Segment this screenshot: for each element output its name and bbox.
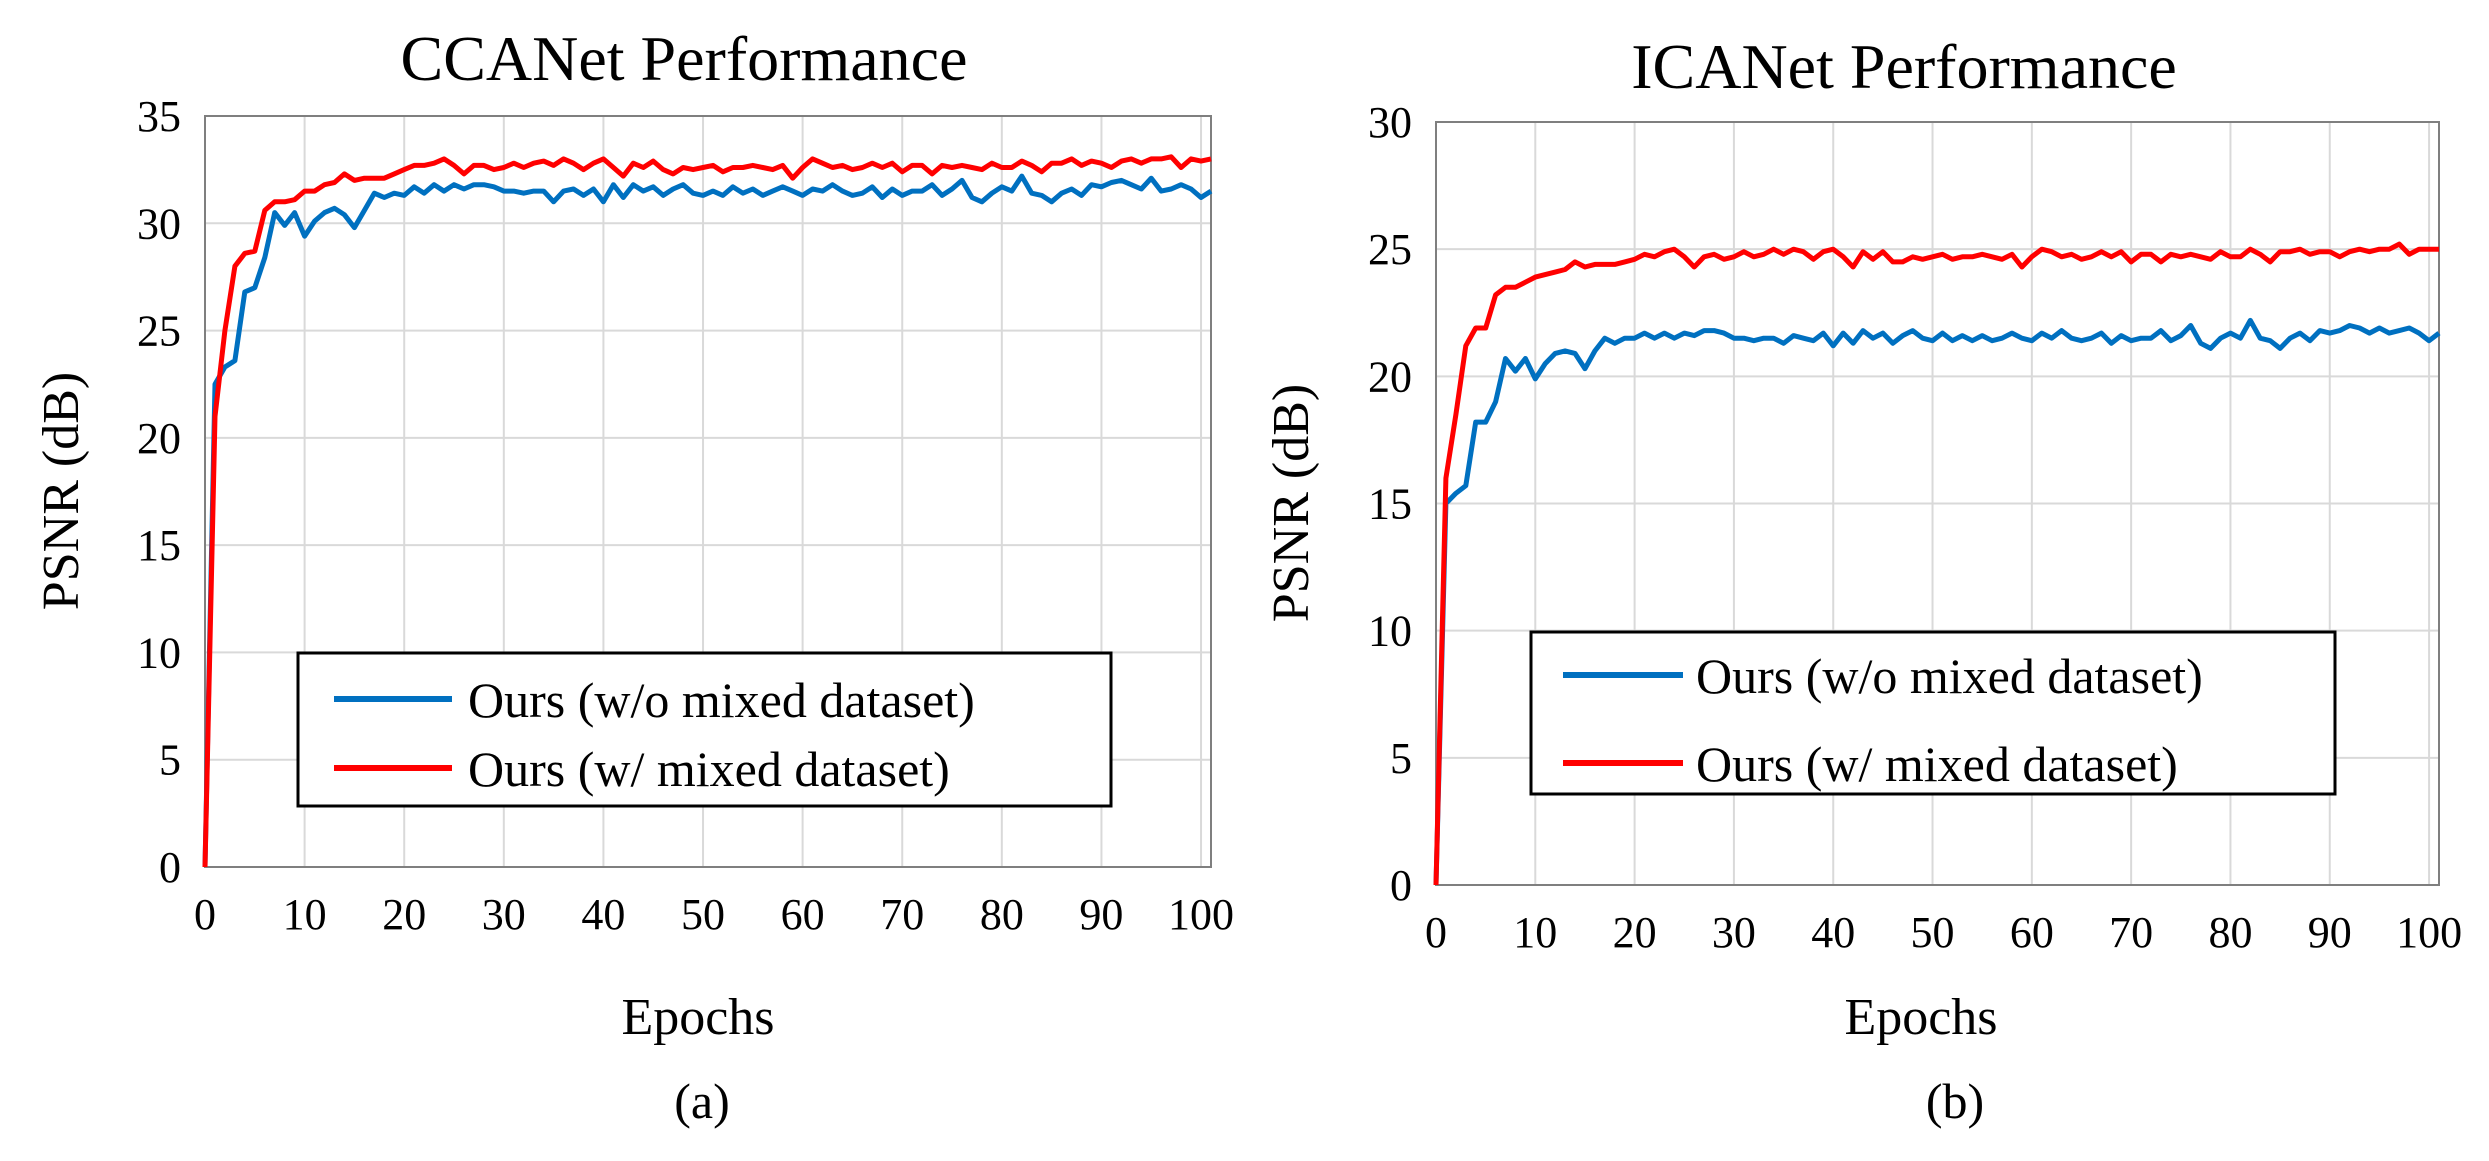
x-tick-label-b: 30: [1712, 908, 1756, 957]
plot-area-b: [1435, 121, 2440, 886]
x-tick-label-b: 20: [1613, 908, 1657, 957]
y-tick-label-a: 25: [137, 307, 181, 356]
x-tick-labels-a: 0 10 20 30 40 50 60 70 80 90 100: [194, 890, 1234, 939]
legend-box-a: [296, 651, 1113, 808]
x-tick-label-b: 40: [1811, 908, 1855, 957]
y-tick-label-a: 15: [137, 521, 181, 570]
legend-a: Ours (w/o mixed dataset) Ours (w/ mixed …: [296, 651, 1113, 808]
x-tick-label-b: 100: [2396, 908, 2462, 957]
y-axis-label-b: PSNR (dB): [1263, 384, 1320, 622]
series-lines-a: [202, 154, 1213, 868]
x-tick-label-a: 30: [482, 890, 526, 939]
y-tick-label-a: 5: [159, 736, 181, 785]
chart-title-a: CCANet Performance: [401, 23, 968, 94]
series-line-b-with-mixed: [1433, 241, 2439, 886]
x-tick-label-a: 100: [1168, 890, 1234, 939]
legend-label-a-with-mixed: Ours (w/ mixed dataset): [468, 741, 950, 797]
x-tick-label-a: 80: [980, 890, 1024, 939]
y-tick-label-a: 35: [137, 92, 181, 141]
x-tick-labels-b: 0 10 20 30 40 50 60 70 80 90 100: [1425, 908, 2462, 957]
x-axis-label-b: Epochs: [1844, 989, 1997, 1046]
y-tick-label-b: 20: [1368, 352, 1412, 401]
chart-panel-a: CCANet Performance 0 5 10 15 20 25 30 35 0 10 20 3…: [33, 23, 1234, 1129]
x-tick-label-b: 60: [2010, 908, 2054, 957]
y-tick-label-b: 0: [1390, 861, 1412, 910]
y-axis-label-a: PSNR (dB): [33, 372, 90, 610]
y-tick-label-b: 5: [1390, 734, 1412, 783]
legend-label-b-without-mixed: Ours (w/o mixed dataset): [1696, 648, 2203, 704]
y-tick-label-a: 0: [159, 843, 181, 892]
y-tick-label-b: 30: [1368, 98, 1412, 147]
series-lines-b: [1433, 241, 2441, 886]
y-tick-label-a: 20: [137, 414, 181, 463]
chart-panel-b: ICANet Performance 0 5 10 15 20 25 30 0 10 20 30 4…: [1263, 31, 2462, 1129]
legend-label-a-without-mixed: Ours (w/o mixed dataset): [468, 672, 975, 728]
x-axis-label-a: Epochs: [621, 989, 774, 1046]
y-tick-labels-a: 0 5 10 15 20 25 30 35: [137, 92, 181, 892]
legend-box-b: [1529, 630, 2337, 796]
y-tick-label-b: 25: [1368, 225, 1412, 274]
y-tick-labels-b: 0 5 10 15 20 25 30: [1368, 98, 1412, 910]
x-tick-label-a: 20: [382, 890, 426, 939]
legend-b: Ours (w/o mixed dataset) Ours (w/ mixed …: [1529, 630, 2337, 796]
x-tick-label-b: 70: [2109, 908, 2153, 957]
legend-label-b-with-mixed: Ours (w/ mixed dataset): [1696, 736, 2178, 792]
chart-title-b: ICANet Performance: [1631, 31, 2177, 102]
y-tick-label-b: 10: [1368, 607, 1412, 656]
x-tick-label-b: 90: [2308, 908, 2352, 957]
x-tick-label-b: 80: [2208, 908, 2252, 957]
series-line-a-without-mixed: [202, 173, 1213, 868]
x-tick-label-a: 40: [581, 890, 625, 939]
x-tick-label-a: 10: [283, 890, 327, 939]
series-line-b-without-mixed: [1433, 317, 2441, 886]
x-tick-label-a: 50: [681, 890, 725, 939]
x-tick-label-a: 60: [781, 890, 825, 939]
x-tick-label-b: 0: [1425, 908, 1447, 957]
y-tick-label-b: 15: [1368, 480, 1412, 529]
y-tick-label-a: 30: [137, 199, 181, 248]
y-tick-label-a: 10: [137, 628, 181, 677]
series-line-a-with-mixed: [202, 154, 1212, 868]
plot-area-a: [204, 115, 1212, 868]
x-tick-label-a: 70: [880, 890, 924, 939]
x-tick-label-b: 10: [1513, 908, 1557, 957]
panel-caption-a: (a): [674, 1073, 730, 1129]
x-tick-label-a: 0: [194, 890, 216, 939]
x-tick-label-a: 90: [1079, 890, 1123, 939]
panel-caption-b: (b): [1926, 1073, 1984, 1129]
x-tick-label-b: 50: [1911, 908, 1955, 957]
